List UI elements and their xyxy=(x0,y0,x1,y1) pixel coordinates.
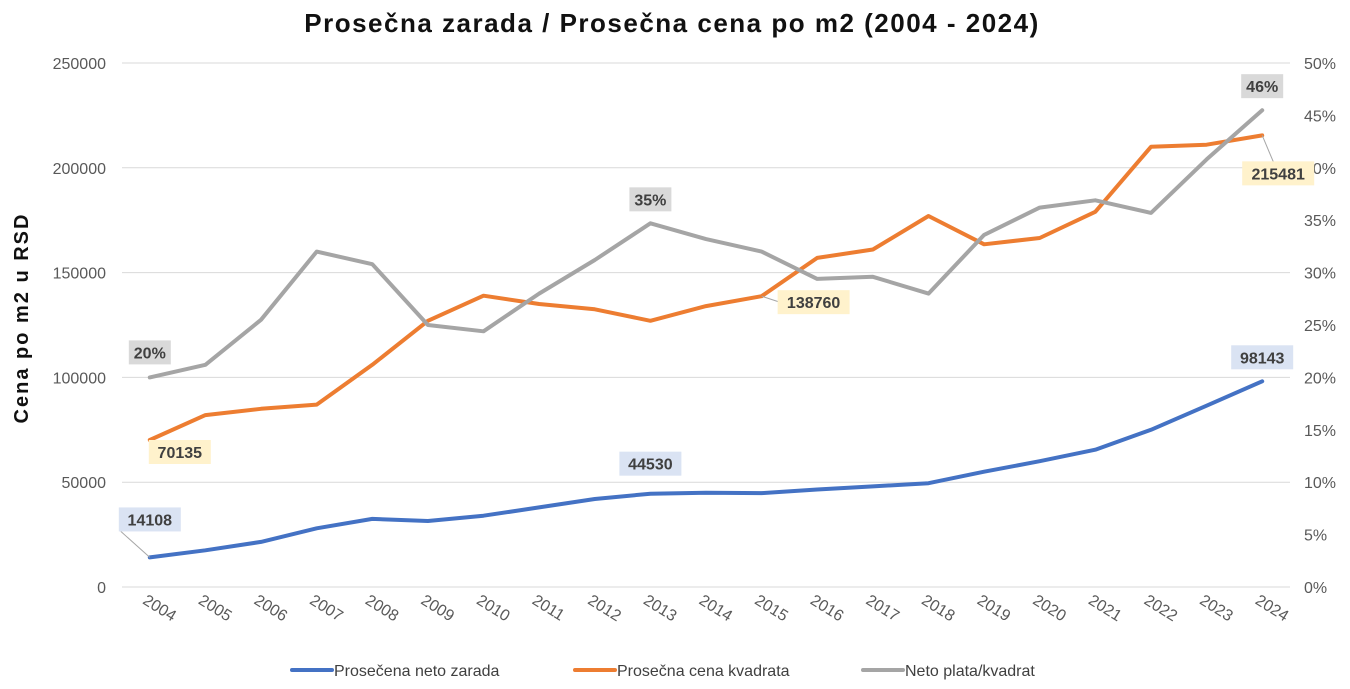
legend-label: Neto plata/kvadrat xyxy=(905,663,1035,680)
y2-tick-label: 25% xyxy=(1304,318,1336,335)
data-label: 35% xyxy=(634,192,666,209)
y2-tick-label: 35% xyxy=(1304,213,1336,230)
y2-tick-label: 0% xyxy=(1304,580,1327,597)
data-label: 70135 xyxy=(158,445,203,462)
data-label-box xyxy=(1242,161,1315,186)
label-leader xyxy=(120,531,151,558)
data-label: 44530 xyxy=(628,457,673,474)
y2-tick-label: 5% xyxy=(1304,528,1327,545)
data-label-box xyxy=(128,340,171,365)
y-tick-label: 0 xyxy=(97,580,106,597)
legend: Prosečena neto zarada Prosečna cena kvadr… xyxy=(290,663,1035,680)
x-tick-label: 2011 xyxy=(529,592,567,625)
y2-axis-ticks: 0%5%10%15%20%25%30%35%40%45%50% xyxy=(1304,56,1336,597)
data-label: 138760 xyxy=(787,295,840,312)
y-tick-label: 100000 xyxy=(53,370,106,387)
y-axis-label: Cena po m2 u RSD xyxy=(11,213,33,424)
data-label-box xyxy=(777,290,850,315)
series-line xyxy=(147,133,1265,442)
x-tick-label: 2008 xyxy=(362,592,401,625)
y2-tick-label: 30% xyxy=(1304,266,1336,283)
data-label: 46% xyxy=(1246,79,1278,96)
x-tick-label: 2018 xyxy=(918,592,957,625)
series-lines xyxy=(147,108,1265,560)
data-label: 14108 xyxy=(128,512,173,529)
y-tick-label: 200000 xyxy=(53,161,106,178)
y2-tick-label: 45% xyxy=(1304,108,1336,125)
y-axis-ticks: 0 50000 100000 150000 200000 250000 xyxy=(53,56,106,597)
data-label-box xyxy=(629,187,672,212)
data-label-box xyxy=(118,507,181,532)
legend-label: Prosečna cena kvadrata xyxy=(617,663,790,680)
x-tick-label: 2019 xyxy=(974,592,1013,625)
series-line xyxy=(147,379,1265,560)
x-tick-label: 2005 xyxy=(195,592,234,625)
y-tick-label: 50000 xyxy=(62,475,107,492)
x-tick-label: 2023 xyxy=(1196,592,1235,625)
x-tick-label: 2010 xyxy=(473,592,512,625)
y2-tick-label: 50% xyxy=(1304,56,1336,73)
x-tick-label: 2024 xyxy=(1252,592,1291,625)
x-tick-label: 2013 xyxy=(640,592,679,625)
y-tick-label: 150000 xyxy=(53,266,106,283)
label-leader xyxy=(761,295,780,303)
legend-label: Prosečena neto zarada xyxy=(334,663,500,680)
data-label: 215481 xyxy=(1251,166,1304,183)
x-tick-label: 2007 xyxy=(307,592,346,625)
x-tick-label: 2009 xyxy=(418,592,457,625)
series-line xyxy=(147,108,1265,380)
data-labels: 14108 44530 98143 70135 138760 215481 20% 35% 46… xyxy=(118,74,1315,558)
x-tick-label: 2012 xyxy=(585,592,624,625)
x-tick-label: 2014 xyxy=(696,592,735,625)
x-tick-label: 2016 xyxy=(807,592,846,625)
data-label: 98143 xyxy=(1240,350,1285,367)
x-tick-label: 2020 xyxy=(1030,592,1069,625)
data-label: 20% xyxy=(134,345,166,362)
x-axis-ticks: 2004 2005 2006 2007 2008 2009 2010 2011 2012 2013… xyxy=(140,592,1292,625)
data-label-box xyxy=(619,451,682,476)
x-tick-label: 2022 xyxy=(1141,592,1180,625)
data-label-box xyxy=(148,439,211,464)
y2-tick-label: 20% xyxy=(1304,370,1336,387)
chart-title: Prosečna zarada / Prosečna cena po m2 (2… xyxy=(304,8,1040,38)
x-tick-label: 2017 xyxy=(863,592,902,625)
x-tick-label: 2004 xyxy=(140,592,179,625)
x-tick-label: 2006 xyxy=(251,592,290,625)
data-label-box xyxy=(1241,74,1284,99)
x-tick-label: 2015 xyxy=(751,592,790,625)
gridlines xyxy=(122,62,1290,588)
y-tick-label: 250000 xyxy=(53,56,106,73)
data-label-box xyxy=(1231,345,1294,370)
y2-tick-label: 10% xyxy=(1304,475,1336,492)
x-tick-label: 2021 xyxy=(1085,592,1124,625)
y2-tick-label: 15% xyxy=(1304,423,1336,440)
